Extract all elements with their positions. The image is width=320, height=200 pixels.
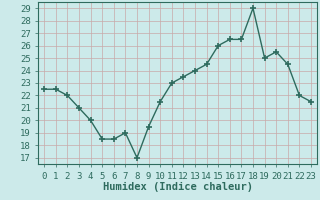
X-axis label: Humidex (Indice chaleur): Humidex (Indice chaleur) (103, 182, 252, 192)
